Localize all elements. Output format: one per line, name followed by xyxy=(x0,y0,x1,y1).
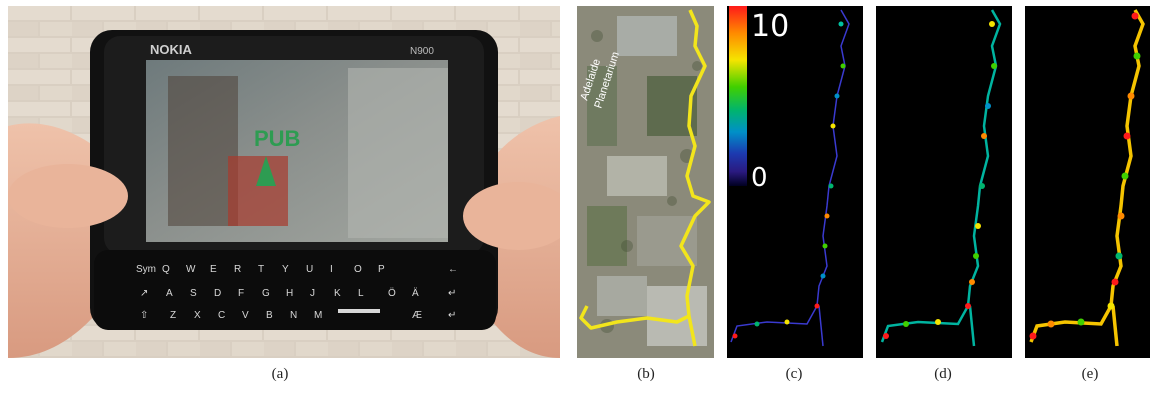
svg-text:G: G xyxy=(262,288,270,299)
svg-text:C: C xyxy=(218,310,225,321)
svg-text:↗: ↗ xyxy=(140,288,148,299)
caption-c: (c) xyxy=(785,366,803,382)
colorbar-max-label: 10 xyxy=(751,9,789,44)
satellite-map: Adelaide Planetarium xyxy=(577,6,714,358)
svg-text:L: L xyxy=(358,288,364,299)
heat-trajectory-c: 10 0 xyxy=(727,6,863,358)
svg-text:Æ: Æ xyxy=(412,310,422,321)
svg-text:O: O xyxy=(354,264,362,275)
panel-e xyxy=(1025,6,1150,358)
caption-d: (d) xyxy=(934,366,952,382)
svg-text:X: X xyxy=(194,310,201,321)
svg-text:Ä: Ä xyxy=(412,287,419,299)
heat-trajectory-d xyxy=(876,6,1012,358)
svg-text:M: M xyxy=(314,310,322,321)
svg-text:K: K xyxy=(334,288,341,299)
colorbar xyxy=(729,6,747,186)
panel-d xyxy=(876,6,1012,358)
svg-text:W: W xyxy=(186,264,196,275)
svg-text:Ö: Ö xyxy=(388,287,396,299)
keyboard-keys: Sym Q W E R T Y U I O P ← ↗ A S D F G H J K L Ö Ä ↵ ⇧ Z… xyxy=(136,264,458,321)
svg-text:S: S xyxy=(190,288,197,299)
heat-trajectory-e xyxy=(1025,6,1150,358)
phone-keyboard xyxy=(94,250,496,330)
pub-sign-text: PUB xyxy=(254,126,300,151)
svg-text:V: V xyxy=(242,310,249,321)
svg-text:↵: ↵ xyxy=(448,288,456,299)
svg-text:J: J xyxy=(310,288,315,299)
svg-text:←: ← xyxy=(448,264,458,275)
phone-model: N900 xyxy=(410,46,434,57)
svg-text:H: H xyxy=(286,288,293,299)
caption-e: (e) xyxy=(1081,366,1099,382)
svg-text:Y: Y xyxy=(282,264,289,275)
panel-c: 10 0 xyxy=(727,6,863,358)
svg-text:Sym: Sym xyxy=(136,264,156,275)
panel-b-map: Adelaide Planetarium xyxy=(577,6,714,358)
svg-text:Q: Q xyxy=(162,264,170,275)
svg-text:F: F xyxy=(238,288,244,299)
svg-text:R: R xyxy=(234,264,241,275)
caption-a: (a) xyxy=(271,366,289,382)
svg-text:D: D xyxy=(214,288,221,299)
svg-text:E: E xyxy=(210,264,217,275)
colorbar-min-label: 0 xyxy=(751,163,768,193)
svg-text:B: B xyxy=(266,310,273,321)
caption-b: (b) xyxy=(637,366,655,382)
svg-text:N: N xyxy=(290,310,297,321)
svg-text:U: U xyxy=(306,264,313,275)
gps-path xyxy=(579,9,711,347)
phone-brand: NOKIA xyxy=(150,42,193,57)
svg-text:I: I xyxy=(330,264,333,275)
svg-text:↵: ↵ xyxy=(448,310,456,321)
svg-text:T: T xyxy=(258,264,264,275)
svg-text:Z: Z xyxy=(170,310,176,321)
svg-text:⇧: ⇧ xyxy=(140,310,148,321)
svg-text:P: P xyxy=(378,264,385,275)
svg-text:A: A xyxy=(166,288,173,299)
